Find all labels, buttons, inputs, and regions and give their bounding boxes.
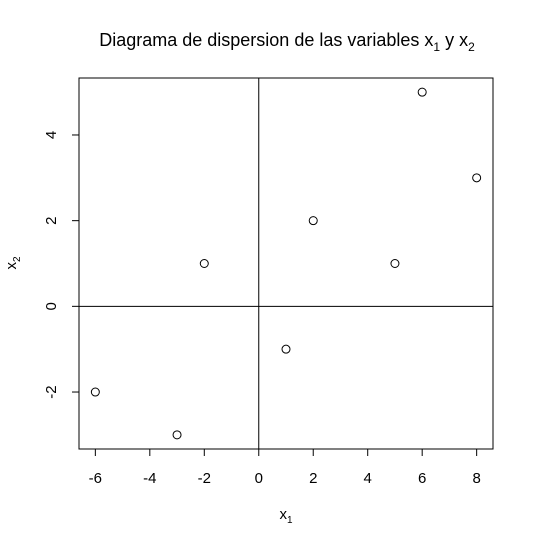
x-tick-label: 0: [255, 470, 263, 487]
x-tick-label: -6: [89, 470, 102, 487]
data-point: [281, 344, 291, 354]
y-tick-label: 0: [43, 302, 60, 310]
x-axis: -6 -4 -2 0 2 4 6 8: [89, 448, 481, 487]
x-tick-label: 2: [309, 470, 317, 487]
plot-frame: [78, 77, 494, 450]
data-point: [308, 216, 318, 226]
chart-title-subscript-2: 2: [468, 40, 475, 54]
y-tick-label: -2: [43, 385, 60, 398]
chart-title-subscript-1: 1: [433, 40, 440, 54]
data-point: [199, 259, 209, 268]
chart-title: Diagrama de dispersion de las variables …: [99, 30, 475, 54]
data-point: [172, 430, 182, 440]
x-tick-label: -4: [143, 470, 156, 487]
data-point: [90, 387, 100, 397]
y-tick-label: 4: [43, 131, 60, 139]
data-point: [390, 259, 400, 268]
y-axis-label: x2: [3, 256, 23, 270]
data-points: [90, 87, 482, 440]
data-point: [472, 173, 482, 183]
reference-lines: [79, 78, 493, 449]
x-axis-label: x1: [279, 506, 293, 526]
data-point: [417, 87, 427, 97]
x-tick-label: 4: [364, 470, 372, 487]
x-tick-label: 8: [472, 470, 480, 487]
y-tick-label: 2: [43, 216, 60, 224]
y-axis: -2 0 2 4: [43, 131, 80, 399]
x-tick-label: 6: [418, 470, 426, 487]
x-tick-label: -2: [198, 470, 211, 487]
